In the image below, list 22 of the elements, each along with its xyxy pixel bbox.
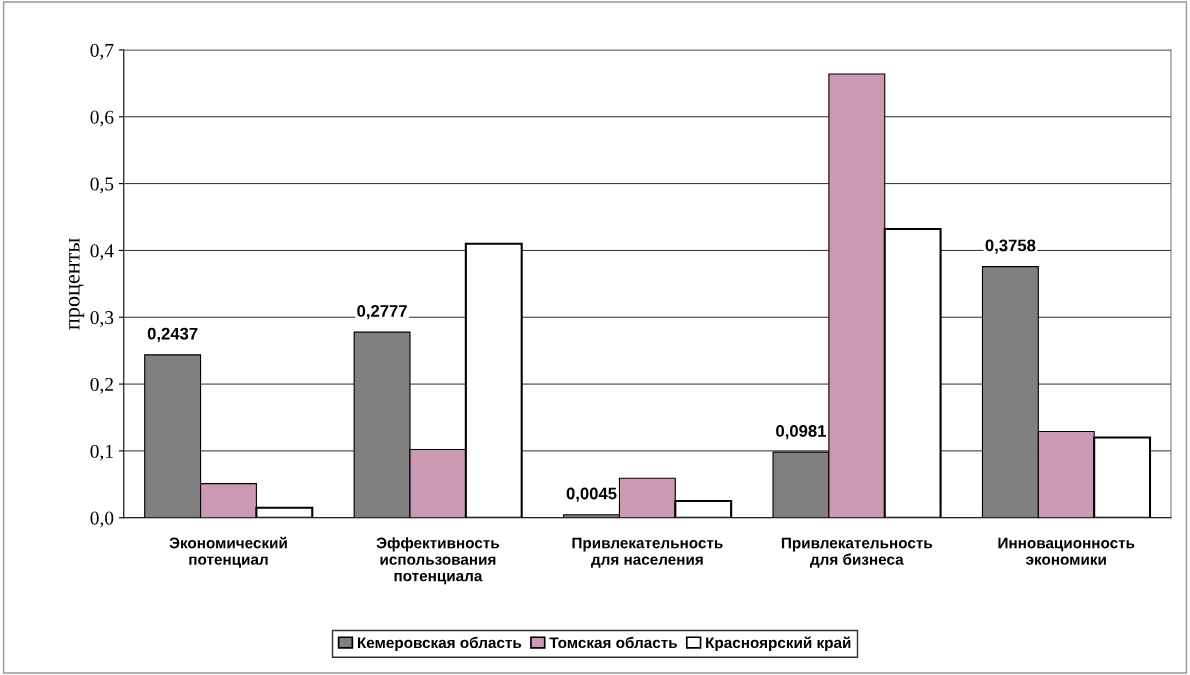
- y-tick-label: 0,7: [90, 43, 114, 60]
- x-tick-label: Привлекательность для населения: [572, 537, 723, 568]
- data-label: 0,0981: [776, 425, 826, 440]
- x-tick-label: Привлекательность для бизнеса: [781, 537, 933, 568]
- legend-label: Красноярский край: [706, 636, 851, 652]
- y-axis-title: проценты: [68, 238, 85, 330]
- legend-label: Томская область: [549, 636, 677, 649]
- data-label: 0,0045: [566, 487, 617, 502]
- legend-label: Кемеровская область: [357, 636, 522, 652]
- data-label: 0,2777: [357, 305, 407, 320]
- y-tick-label: 0,5: [90, 177, 114, 194]
- data-label: 0,3758: [985, 239, 1036, 254]
- y-tick-label: 0,2: [90, 377, 113, 394]
- y-tick-label: 0,0: [90, 511, 114, 528]
- y-tick-label: 0,6: [90, 110, 114, 127]
- x-tick-label: Экономический потенциал: [169, 536, 287, 568]
- y-tick-label: 0,3: [90, 311, 114, 327]
- x-tick-label: Эффективность использования потенциала: [376, 537, 500, 585]
- y-tick-label: 0,1: [90, 444, 113, 461]
- x-tick-label: Инновационность экономики: [998, 537, 1135, 565]
- y-tick-label: 0,4: [90, 244, 114, 261]
- data-label: 0,2437: [147, 327, 198, 342]
